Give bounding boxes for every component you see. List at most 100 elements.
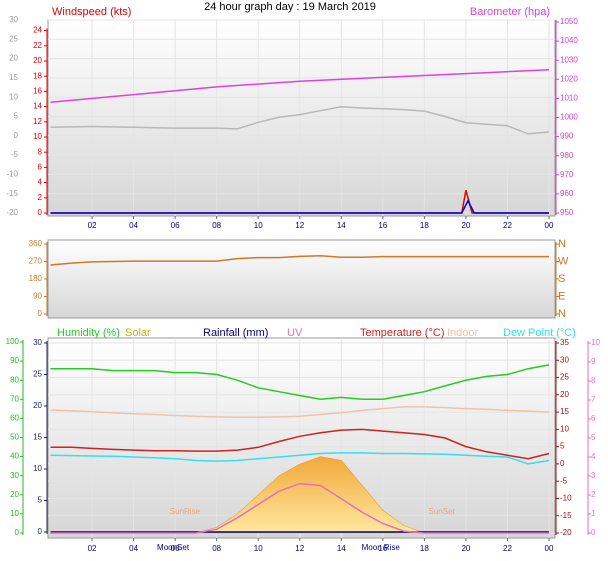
- y-tick-label: -15: [560, 511, 572, 520]
- y-tick-label: 20: [9, 54, 18, 63]
- y-tick-label: -5: [560, 476, 568, 485]
- y-tick-label: 180: [29, 274, 43, 283]
- line: [50, 406, 550, 419]
- x-tick-label: 18: [420, 544, 429, 553]
- y-tick-label: 360: [29, 239, 43, 248]
- x-tick-label: 22: [503, 221, 512, 230]
- y-tick-label: 25: [9, 34, 18, 43]
- y-tick-label: 50: [10, 433, 19, 442]
- y-tick-label: 10: [10, 509, 19, 518]
- y-tick-label: 90: [10, 356, 19, 365]
- line: [50, 69, 550, 103]
- line: [50, 106, 550, 135]
- y-tick-label: 20: [560, 390, 569, 399]
- y-tick-label: 10: [591, 338, 600, 347]
- y-tick-label: 980: [560, 151, 574, 160]
- axis-title: Windspeed (kts): [52, 6, 131, 18]
- annotation: SunRise: [170, 507, 201, 516]
- y-tick-label: 950: [560, 208, 574, 217]
- y-tick-label: 1040: [560, 36, 578, 45]
- line: [50, 364, 550, 401]
- x-tick-label: 00: [545, 544, 554, 553]
- y-tick-label: 0: [38, 309, 43, 318]
- y-tick-label: 2: [591, 490, 596, 499]
- y-tick-label: 12: [33, 117, 42, 126]
- line: [50, 254, 549, 266]
- axis-title: Barometer (hpa): [470, 6, 550, 18]
- y-tick-label: 22: [33, 41, 42, 50]
- x-tick-label: 04: [129, 544, 138, 553]
- legend-entry: Humidity (%): [57, 327, 120, 339]
- y-tick-label: S: [558, 273, 565, 285]
- y-tick-label: 6: [591, 414, 596, 423]
- y-tick-label: 1000: [560, 113, 578, 122]
- y-tick-label: 0: [15, 528, 20, 537]
- y-tick-label: 24: [33, 26, 42, 35]
- y-tick-label: 10: [33, 132, 42, 141]
- legend-entry: Solar: [125, 327, 151, 339]
- y-tick-label: 20: [33, 56, 42, 65]
- y-tick-label: 25: [560, 373, 569, 382]
- chart-title: 24 hour graph day : 19 March 2019: [204, 1, 376, 13]
- y-tick-label: 40: [10, 452, 19, 461]
- y-tick-label: 30: [10, 471, 19, 480]
- y-tick-label: 4: [591, 452, 596, 461]
- y-tick-label: W: [558, 255, 569, 267]
- y-tick-label: 1020: [560, 74, 578, 83]
- y-tick-label: 90: [33, 292, 42, 301]
- x-tick-label: 14: [337, 544, 346, 553]
- x-tick-label: 08: [212, 544, 221, 553]
- y-tick-label: 0: [560, 459, 565, 468]
- annotation: SunSet: [429, 507, 456, 516]
- x-tick-label: 14: [337, 221, 346, 230]
- panel: [47, 19, 556, 217]
- y-tick-label: -10: [6, 170, 18, 179]
- line: [50, 452, 550, 465]
- y-tick-label: 10: [560, 424, 569, 433]
- y-tick-label: 15: [33, 433, 42, 442]
- x-tick-label: 10: [254, 544, 263, 553]
- line: [50, 428, 550, 460]
- y-tick-label: N: [558, 308, 566, 320]
- y-tick-label: 30: [560, 355, 569, 364]
- annotation: MoonSet: [157, 543, 190, 552]
- annotation: Moon Rise: [362, 543, 401, 552]
- y-tick-label: 80: [10, 375, 19, 384]
- x-tick-label: 06: [171, 221, 180, 230]
- line: [50, 199, 549, 214]
- y-tick-label: 100: [6, 337, 20, 346]
- x-tick-label: 20: [461, 544, 470, 553]
- x-tick-label: 12: [295, 221, 304, 230]
- y-tick-label: 30: [33, 338, 42, 347]
- y-tick-label: 1010: [560, 94, 578, 103]
- y-tick-label: 5: [591, 433, 596, 442]
- y-tick-label: 25: [33, 370, 42, 379]
- y-tick-label: 8: [38, 147, 43, 156]
- x-tick-label: 20: [461, 221, 470, 230]
- y-tick-label: 5: [14, 112, 19, 121]
- y-tick-label: 8: [591, 376, 596, 385]
- y-tick-label: 1: [591, 509, 596, 518]
- legend-entry: Rainfall (mm): [203, 327, 268, 339]
- y-tick-label: 3: [591, 471, 596, 480]
- y-tick-label: 20: [33, 401, 42, 410]
- legend-entry: Indoor: [447, 327, 479, 339]
- y-tick-label: 16: [33, 87, 42, 96]
- y-tick-label: 14: [33, 102, 42, 111]
- x-tick-label: 00: [545, 221, 554, 230]
- y-tick-label: 9: [591, 357, 596, 366]
- x-tick-label: 16: [378, 221, 387, 230]
- y-tick-label: -20: [6, 208, 18, 217]
- y-tick-label: 6: [38, 163, 43, 172]
- y-tick-label: 5: [38, 496, 43, 505]
- panel: [47, 239, 556, 319]
- x-tick-label: 16: [378, 544, 387, 553]
- y-tick-label: 2: [38, 193, 43, 202]
- x-tick-label: 02: [88, 221, 97, 230]
- y-tick-label: N: [558, 238, 566, 250]
- y-tick-label: 1030: [560, 55, 578, 64]
- x-tick-label: 12: [295, 544, 304, 553]
- y-tick-label: 20: [10, 490, 19, 499]
- y-tick-label: 30: [9, 15, 18, 24]
